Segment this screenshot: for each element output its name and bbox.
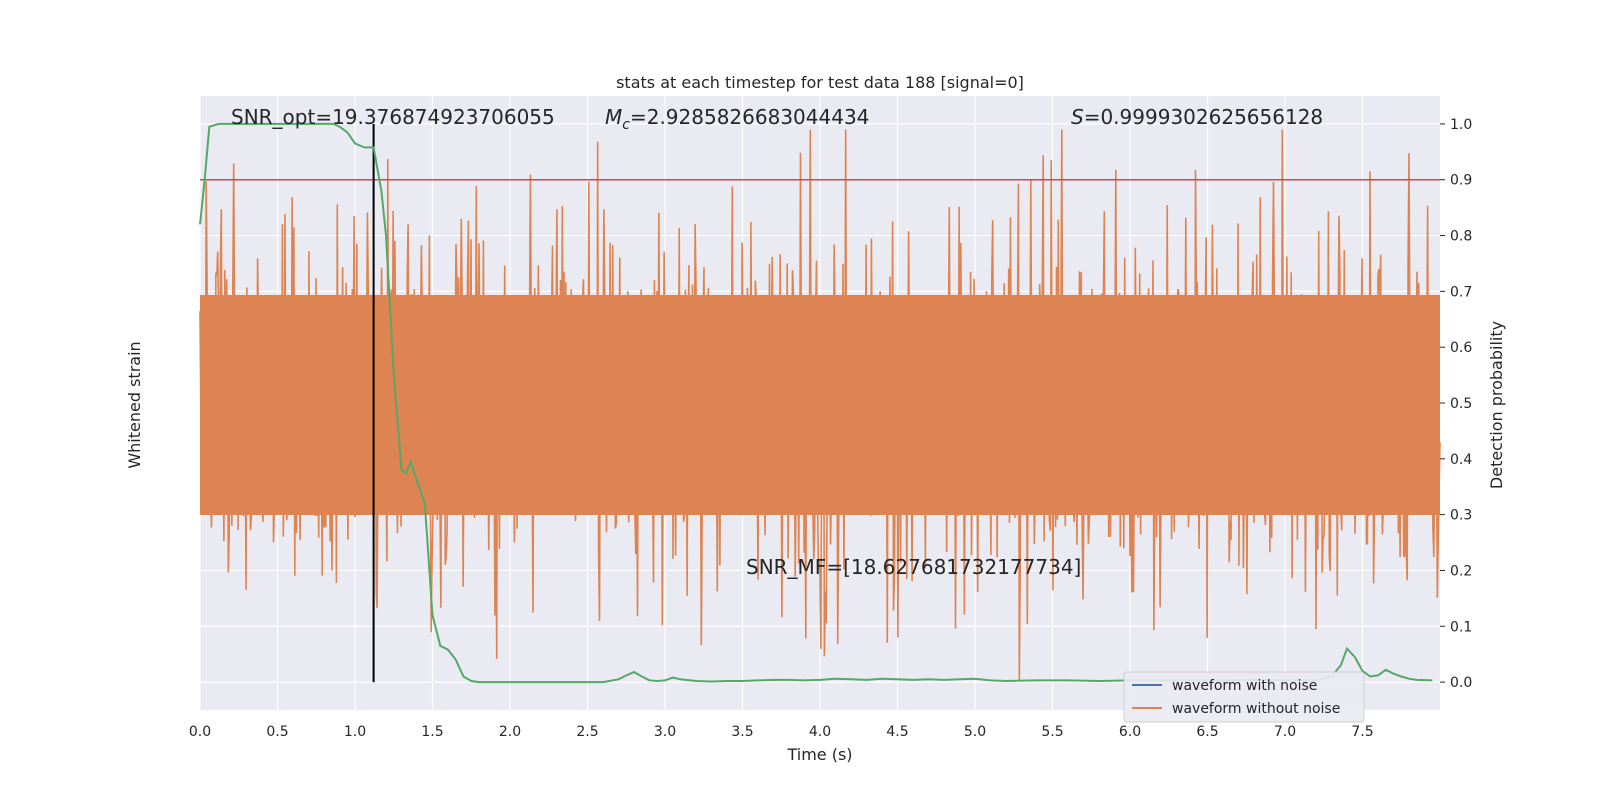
x-axis-label: Time (s) bbox=[786, 745, 852, 764]
y-tick-label: 1.0 bbox=[1450, 117, 1472, 133]
x-tick-label: 1.5 bbox=[421, 724, 443, 740]
x-tick-label: 1.0 bbox=[344, 724, 366, 740]
x-tick-label: 2.5 bbox=[576, 724, 598, 740]
annotation-mc: Mc=2.9285826683044434 bbox=[605, 105, 869, 133]
x-tick-label: 6.0 bbox=[1119, 724, 1141, 740]
y-tick-label: 0.5 bbox=[1450, 396, 1472, 412]
legend-label-without-noise: waveform without noise bbox=[1172, 701, 1340, 717]
x-tick-label: 7.0 bbox=[1274, 724, 1296, 740]
chart-title: stats at each timestep for test data 188… bbox=[616, 73, 1024, 92]
x-tick-label: 0.5 bbox=[266, 724, 288, 740]
legend-box bbox=[1123, 671, 1365, 723]
x-tick-label: 4.5 bbox=[886, 724, 908, 740]
y-tick-label: 0.2 bbox=[1450, 563, 1472, 579]
y-tick-label: 0.7 bbox=[1450, 284, 1472, 300]
annotation-snr-opt: SNR_opt=19.376874923706055 bbox=[231, 105, 555, 129]
series-waveform-without-noise bbox=[199, 129, 1441, 681]
annotation-s: S=0.9999302625656128 bbox=[1071, 105, 1323, 129]
y-axis-right-label: Detection probability bbox=[1487, 321, 1506, 489]
x-tick-label: 0.0 bbox=[189, 724, 211, 740]
legend: waveform with noise waveform without noi… bbox=[1123, 671, 1365, 723]
y-tick-label: 0.4 bbox=[1450, 452, 1472, 468]
x-tick-label: 4.0 bbox=[809, 724, 831, 740]
y-right-tick-labels: 0.0 0.1 0.2 0.3 0.4 0.5 0.6 0.7 0.8 0.9 1.0 bbox=[1440, 117, 1472, 691]
y-tick-label: 0.8 bbox=[1450, 229, 1472, 245]
x-tick-label: 3.0 bbox=[654, 724, 676, 740]
x-tick-label: 5.5 bbox=[1041, 724, 1063, 740]
y-tick-label: 0.9 bbox=[1450, 173, 1472, 189]
x-tick-label: 6.5 bbox=[1196, 724, 1218, 740]
y-axis-left-label: Whitened strain bbox=[125, 341, 144, 468]
x-tick-label: 7.5 bbox=[1351, 724, 1373, 740]
noise-trace bbox=[199, 129, 1441, 681]
legend-label-with-noise: waveform with noise bbox=[1172, 678, 1317, 694]
x-tick-label: 2.0 bbox=[499, 724, 521, 740]
y-tick-label: 0.3 bbox=[1450, 508, 1472, 524]
y-tick-label: 0.6 bbox=[1450, 340, 1472, 356]
y-tick-label: 0.1 bbox=[1450, 619, 1472, 635]
y-tick-label: 0.0 bbox=[1450, 675, 1472, 691]
annotation-snr-mf: SNR_MF=[18.627681732177734] bbox=[746, 555, 1081, 579]
x-tick-label: 3.5 bbox=[731, 724, 753, 740]
x-tick-labels: 0.0 0.5 1.0 1.5 2.0 2.5 3.0 3.5 4.0 4.5 5.0 5.5 6.0 6… bbox=[189, 724, 1374, 740]
x-tick-label: 5.0 bbox=[964, 724, 986, 740]
